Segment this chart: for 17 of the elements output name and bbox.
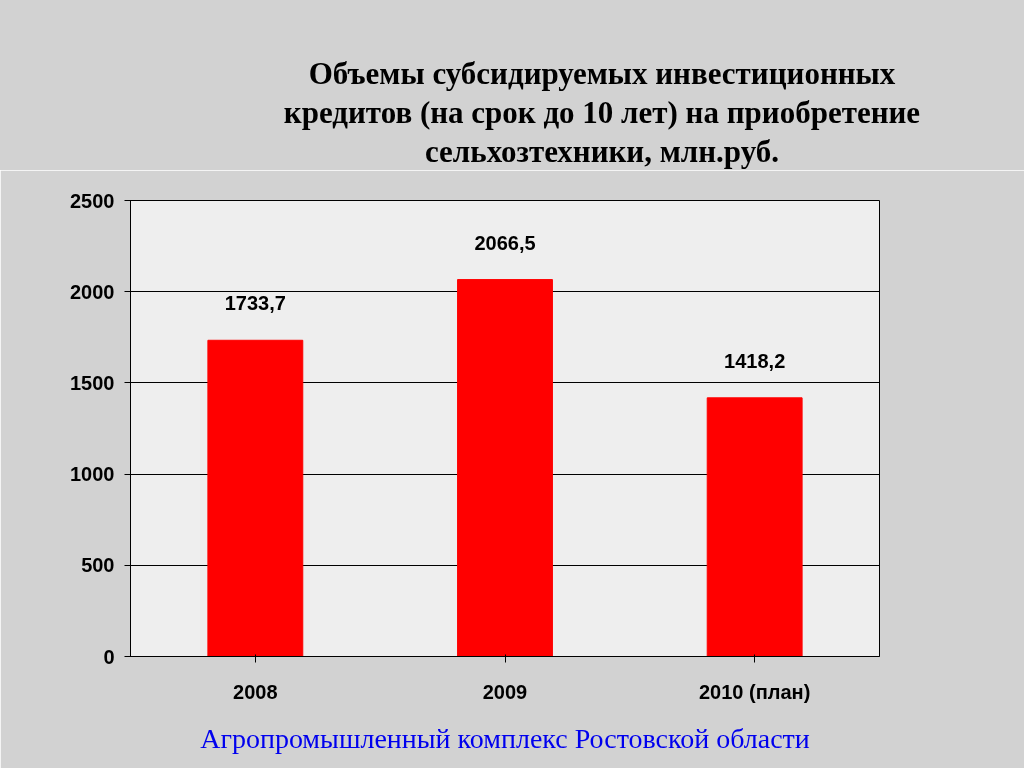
chart-title: Объемы субсидируемых инвестиционных кредитов (на срок до 10 лет) на приобретение сельхозтехники, млн.руб.: [283, 55, 921, 171]
y-tick-label: 1500: [70, 371, 115, 394]
x-tick-label: 2008: [233, 680, 278, 703]
data-label: 1733,7: [224, 292, 286, 315]
y-tick-label: 500: [81, 554, 115, 577]
data-label: 1418,2: [724, 349, 786, 372]
y-tick-label: 0: [103, 645, 115, 668]
y-tick-label: 2000: [70, 280, 115, 303]
bar: [706, 397, 803, 657]
y-tick-label: 1000: [70, 463, 115, 486]
bar: [457, 279, 553, 657]
x-tick-label: 2010 (план): [698, 680, 811, 703]
y-tick-label: 2500: [70, 189, 115, 212]
data-label: 2066,5: [474, 231, 536, 254]
x-tick-label: 2009: [482, 680, 528, 703]
text: Агропромышленный комплекс Ростовской области: [200, 722, 810, 754]
bar: [207, 339, 304, 657]
